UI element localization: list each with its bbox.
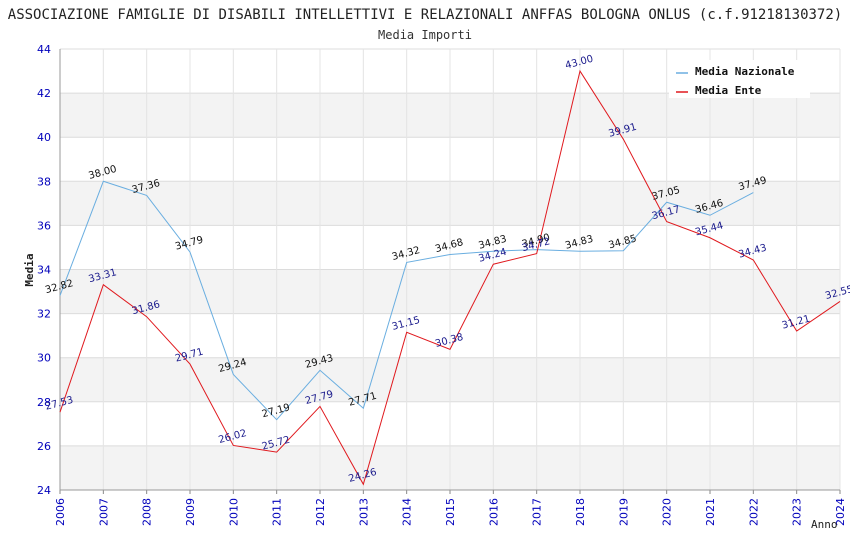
legend: Media Nazionale Media Ente: [669, 60, 810, 98]
y-tick-label: 44: [37, 43, 51, 56]
chart-subtitle: Media Importi: [378, 28, 472, 42]
x-tick-label: 2021: [704, 498, 717, 526]
x-tick-label: 2009: [184, 498, 197, 526]
x-tick-label: 2013: [357, 498, 370, 526]
y-tick-label: 26: [37, 440, 51, 453]
y-tick-label: 24: [37, 484, 51, 497]
x-tick-label: 2022: [747, 498, 760, 526]
y-tick-label: 42: [37, 87, 51, 100]
x-tick-label: 2020: [661, 498, 674, 526]
series-lines: [59, 69, 841, 486]
x-tick-label: 2012: [314, 498, 327, 526]
chart-title: ASSOCIAZIONE FAMIGLIE DI DISABILI INTELL…: [8, 7, 842, 23]
legend-label-ente: Media Ente: [695, 84, 762, 97]
axes: [59, 49, 841, 494]
x-tick-label: 2008: [141, 498, 154, 526]
legend-label-nazionale: Media Nazionale: [695, 65, 795, 78]
x-tick-labels: 2006 2007 2008 2009 2010 2011 2012 2013 2014 2015…: [54, 498, 847, 526]
x-axis-label: Anno: [811, 518, 838, 531]
x-tick-label: 2007: [97, 498, 110, 526]
series-line-media-ente: [59, 69, 841, 486]
x-tick-label: 2017: [531, 498, 544, 526]
y-tick-label: 28: [37, 396, 51, 409]
y-tick-label: 32: [37, 308, 51, 321]
series-line-media-nazionale: [59, 180, 754, 421]
x-tick-label: 2015: [444, 498, 457, 526]
x-tick-label: 2024: [834, 498, 847, 526]
x-tick-label: 2018: [574, 498, 587, 526]
y-tick-label: 38: [37, 175, 51, 188]
x-tick-label: 2014: [401, 498, 414, 526]
x-tick-label: 2019: [617, 498, 630, 526]
x-tick-label: 2010: [227, 498, 240, 526]
x-tick-label: 2011: [271, 498, 284, 526]
y-tick-label: 30: [37, 352, 51, 365]
y-axis-label: Media: [23, 253, 36, 286]
y-tick-label: 40: [37, 131, 51, 144]
y-tick-label: 36: [37, 219, 51, 232]
x-tick-label: 2023: [791, 498, 804, 526]
legend-box: [669, 60, 810, 98]
x-tick-label: 2006: [54, 498, 67, 526]
y-tick-labels: 24 26 28 30 32 34 36 38 40 42 44: [37, 43, 51, 497]
x-tick-label: 2016: [487, 498, 500, 526]
y-tick-label: 34: [37, 264, 51, 277]
